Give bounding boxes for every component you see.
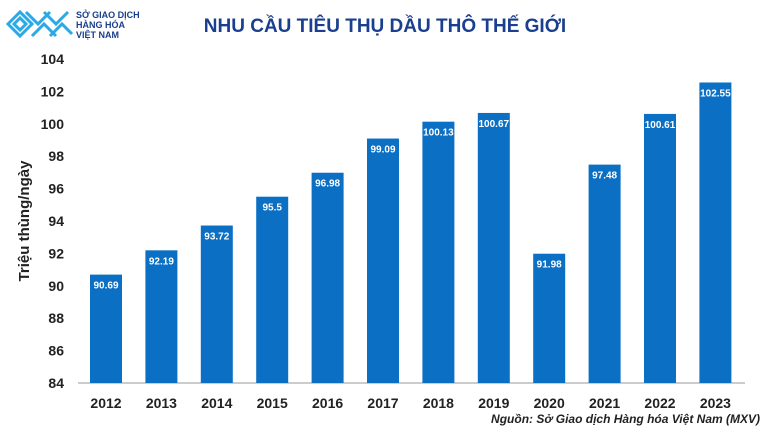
- data-label: 100.61: [645, 120, 676, 131]
- data-label: 99.09: [370, 145, 395, 156]
- data-label: 96.98: [315, 179, 340, 190]
- y-tick-label: 88: [48, 310, 64, 326]
- x-tick-label: 2021: [589, 395, 620, 411]
- bar: [200, 225, 233, 383]
- data-label: 90.69: [93, 281, 118, 292]
- bar: [367, 138, 399, 383]
- data-label: 93.72: [204, 232, 229, 243]
- x-tick-label: 2013: [146, 395, 177, 411]
- x-tick-label: 2022: [644, 395, 675, 411]
- logo-line: VIỆT NAM: [76, 30, 120, 40]
- data-label: 100.13: [423, 128, 454, 139]
- y-tick-label: 96: [48, 181, 64, 197]
- bar: [90, 274, 122, 383]
- y-tick-label: 92: [48, 245, 64, 261]
- bar: [533, 253, 566, 383]
- chart-title: NHU CẦU TIÊU THỤ DẦU THÔ THẾ GIỚI: [203, 16, 567, 37]
- x-tick-label: 2020: [534, 395, 565, 411]
- x-tick-label: 2012: [90, 395, 121, 411]
- logo-line: SỞ GIAO DỊCH: [76, 10, 140, 20]
- x-tick-label: 2017: [367, 395, 398, 411]
- bar: [588, 164, 621, 383]
- data-label: 92.19: [149, 256, 174, 267]
- x-tick-label: 2016: [312, 395, 343, 411]
- y-tick-label: 104: [41, 51, 65, 67]
- y-axis-label: Triệu thùng/ngày: [16, 160, 33, 281]
- bar: [256, 196, 289, 383]
- data-label: 100.67: [479, 119, 510, 130]
- y-tick-label: 86: [48, 343, 64, 359]
- bar: [311, 172, 344, 383]
- x-tick-label: 2018: [423, 395, 454, 411]
- logo-mark-icon: [6, 9, 74, 39]
- x-tick-label: 2014: [201, 395, 232, 411]
- bar: [422, 121, 455, 383]
- bar: [477, 112, 510, 384]
- data-label: 95.5: [262, 203, 282, 214]
- logo-text: SỞ GIAO DỊCH HÀNG HÓA VIỆT NAM: [76, 10, 140, 40]
- data-label: 102.55: [700, 88, 731, 99]
- y-tick-label: 98: [48, 148, 64, 164]
- bar: [145, 250, 178, 383]
- data-label: 91.98: [537, 260, 562, 271]
- x-tick-label: 2023: [700, 395, 731, 411]
- y-tick-label: 90: [48, 278, 64, 294]
- bar: [644, 113, 676, 383]
- x-tick-label: 2015: [257, 395, 288, 411]
- y-tick-label: 100: [41, 116, 65, 132]
- bar: [699, 82, 732, 384]
- y-tick-label: 84: [48, 375, 64, 391]
- source-note: Nguồn: Sở Giao dịch Hàng hóa Việt Nam (M…: [491, 412, 760, 426]
- x-tick-label: 2019: [478, 395, 509, 411]
- logo-line: HÀNG HÓA: [76, 20, 125, 30]
- y-tick-label: 102: [41, 83, 65, 99]
- y-tick-label: 94: [48, 213, 64, 229]
- data-label: 97.48: [592, 171, 617, 182]
